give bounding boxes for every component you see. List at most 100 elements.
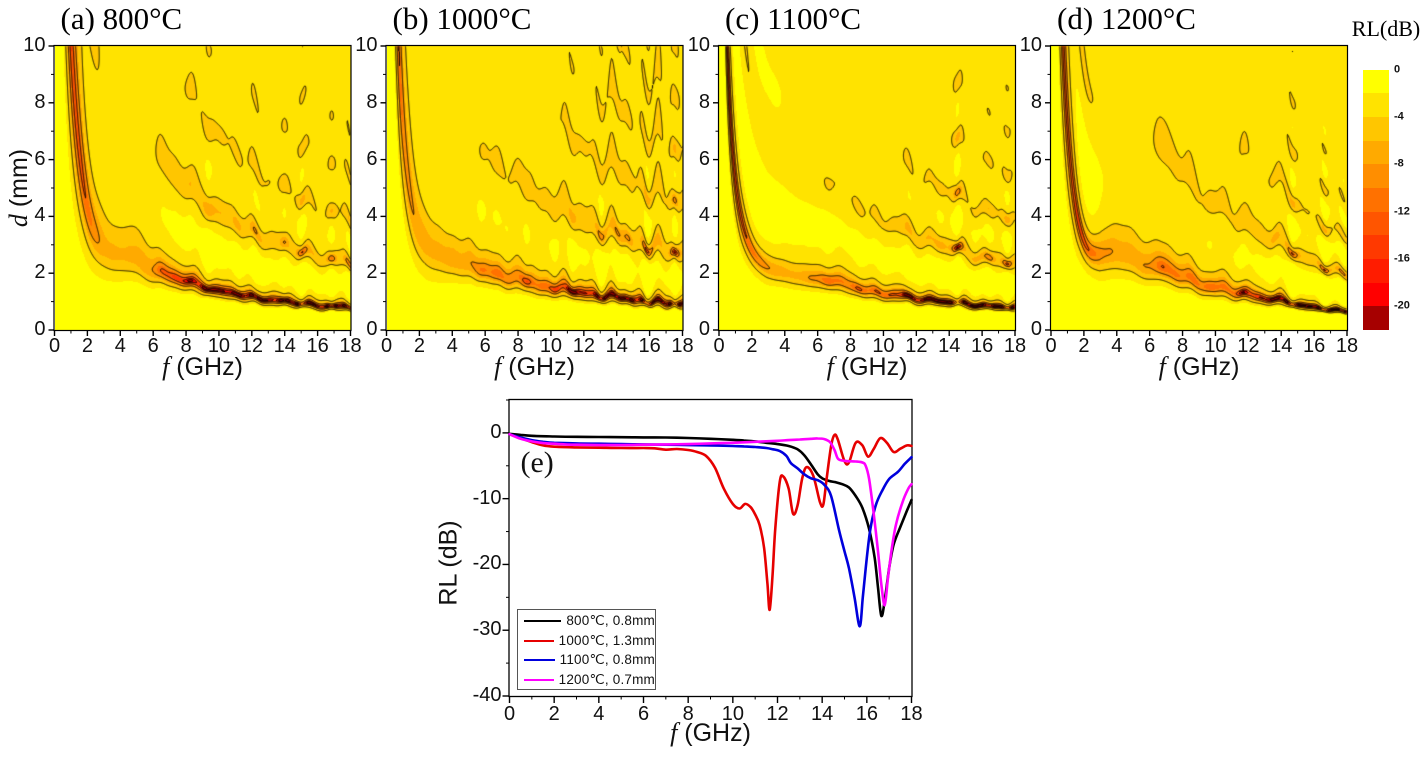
legend-row: 800℃, 0.8mm: [518, 611, 655, 631]
panel-title-d: (d) 1200°C: [1057, 1, 1196, 36]
legend-row: 1200℃, 0.7mm: [518, 670, 655, 690]
y-tick-label: 6: [366, 147, 378, 170]
series-1: [508, 432, 913, 612]
x-axis-unit: (GHz): [833, 353, 908, 381]
y-tick-label: 10: [23, 34, 46, 57]
x-tick-label: 6: [1144, 335, 1156, 357]
y-tick-label: 0: [34, 318, 46, 341]
x-tick-label: 2: [746, 335, 758, 357]
x-tick-label: 6: [479, 335, 491, 357]
x-tick-label: 2: [81, 335, 93, 357]
line-chart-label: (e): [520, 446, 554, 479]
colorbar-title: RL(dB): [1351, 16, 1421, 41]
x-tick-label: 4: [1111, 335, 1123, 357]
x-tick-label: 4: [446, 335, 458, 357]
x-axis-title-b: f (GHz): [494, 354, 575, 380]
contour-field-a: [54, 46, 351, 330]
y-tick-label: 6: [1030, 147, 1042, 170]
x-tick-label: 14: [1270, 335, 1293, 357]
colorbar-tick-label: -4: [1394, 110, 1404, 123]
e-x-tick-label: 16: [855, 703, 878, 725]
legend-line-sample: [524, 620, 562, 622]
colorbar-band: [1363, 46, 1389, 71]
y-tick-label: 2: [366, 261, 378, 284]
x-tick-label: 6: [812, 335, 824, 357]
x-tick-label: 16: [970, 335, 994, 357]
x-tick-label: 4: [114, 335, 126, 357]
y-tick-label: 2: [1030, 261, 1042, 284]
contour-field-b: [386, 46, 683, 330]
e-x-tick-label: 14: [811, 703, 834, 725]
x-tick-label: 10: [207, 335, 231, 357]
y-tick-label: 10: [1019, 34, 1042, 57]
legend-label: 1000℃, 1.3mm: [558, 632, 655, 648]
x-tick-label: 12: [905, 335, 928, 357]
x-axis-title-a: f (GHz): [162, 354, 243, 380]
x-axis-var: f: [670, 718, 678, 747]
colorbar-tick-label: -20: [1394, 299, 1410, 312]
colorbar-band: [1363, 69, 1389, 94]
y-tick-label: 6: [698, 147, 710, 170]
y-tick-label: 4: [698, 204, 710, 227]
line-chart-series: [508, 432, 913, 628]
x-tick-label: 16: [306, 335, 329, 357]
x-tick-label: 8: [180, 335, 192, 357]
x-axis-unit: (GHz): [1165, 353, 1240, 381]
colorbar-tick-label: -8: [1394, 157, 1404, 170]
series-2: [508, 432, 913, 628]
y-tick-label: 2: [34, 261, 46, 284]
series-3: [508, 432, 913, 607]
x-tick-label: 0: [380, 335, 393, 357]
colorbar-tick-label: -12: [1394, 205, 1410, 218]
colorbar-band: [1363, 306, 1389, 331]
y-tick-label: 4: [1030, 204, 1042, 227]
x-tick-label: 18: [671, 335, 694, 357]
x-tick-label: 8: [512, 335, 524, 357]
e-y-tick-label: -20: [472, 552, 502, 575]
line-chart-legend: 800℃, 0.8mm 1000℃, 1.3mm 1100℃, 0.8mm 1200℃…: [517, 609, 656, 690]
colorbar-band: [1363, 235, 1389, 260]
contour-field-c: [719, 46, 1015, 330]
x-axis-var: f: [494, 352, 502, 381]
y-tick-label: 4: [366, 204, 378, 227]
e-x-tick-label: 4: [593, 703, 605, 725]
legend-label: 1200℃, 0.7mm: [558, 671, 655, 687]
e-x-tick-label: 0: [503, 703, 516, 725]
y-tick-label: 8: [1030, 90, 1042, 113]
x-tick-label: 14: [938, 335, 961, 357]
y-axis-unit: (mm): [5, 148, 33, 215]
e-x-tick-label: 18: [900, 703, 923, 725]
legend-label: 1100℃, 0.8mm: [559, 652, 655, 667]
legend-row: 1000℃, 1.3mm: [518, 631, 655, 651]
y-tick-label: 6: [34, 147, 46, 170]
y-tick-label: 0: [366, 318, 378, 341]
colorbar-band: [1363, 259, 1389, 284]
panel-title-a: (a) 800°C: [60, 1, 183, 36]
x-axis-var: f: [826, 352, 834, 381]
legend-line-sample: [524, 678, 554, 681]
e-x-tick-label: 12: [766, 703, 789, 725]
x-tick-label: 0: [48, 335, 61, 357]
x-axis-unit: (GHz): [501, 353, 575, 381]
legend-line-sample: [524, 659, 555, 661]
e-y-tick-label: -40: [472, 684, 502, 707]
x-axis-var: f: [162, 352, 170, 381]
colorbar-band: [1363, 93, 1389, 118]
x-tick-label: 14: [273, 335, 296, 357]
contour-field-d: [1051, 46, 1347, 330]
x-tick-label: 4: [779, 335, 791, 357]
e-y-axis-title: RL (dB): [434, 520, 463, 606]
legend-row: 1100℃, 0.8mm: [518, 650, 655, 670]
y-tick-label: 8: [34, 90, 46, 113]
colorbar-tick-label: 0: [1394, 63, 1401, 76]
e-y-tick-label: 0: [490, 421, 502, 444]
e-y-tick-label: -30: [472, 618, 502, 641]
panel-title-b: (b) 1000°C: [392, 1, 532, 36]
colorbar-band: [1363, 117, 1389, 142]
y-tick-label: 8: [698, 90, 710, 113]
e-y-tick-label: -10: [472, 486, 502, 509]
x-axis-title-d: f (GHz): [1159, 354, 1240, 380]
colorbar-tick-label: -16: [1394, 252, 1410, 265]
colorbar: [1363, 46, 1389, 331]
x-tick-label: 8: [1176, 335, 1189, 357]
